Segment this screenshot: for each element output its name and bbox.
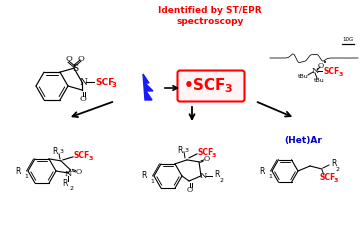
Text: 1: 1 [24,174,28,179]
Text: O: O [318,62,324,70]
Text: SCF: SCF [74,151,90,160]
Text: S: S [72,64,78,73]
Text: 3: 3 [334,178,338,184]
Text: •: • [323,60,327,66]
Text: N: N [199,172,207,180]
Text: (Het)Ar: (Het)Ar [284,136,322,146]
Text: O: O [187,186,193,194]
Text: SCF: SCF [320,173,336,182]
Text: 3: 3 [185,148,189,153]
Text: 2: 2 [336,167,340,172]
FancyBboxPatch shape [177,71,244,101]
Text: SCF: SCF [198,148,214,157]
Text: SCF: SCF [95,78,114,87]
Text: R: R [63,178,68,187]
Text: R: R [214,170,219,179]
Text: N: N [64,170,72,178]
Text: 3: 3 [212,153,216,158]
Text: 2: 2 [219,178,223,183]
Polygon shape [143,74,153,100]
Text: 2: 2 [69,186,73,191]
Text: O: O [66,55,72,63]
Text: SCF: SCF [323,67,339,76]
Text: R: R [331,160,336,169]
Text: 1: 1 [268,174,272,179]
Text: 3: 3 [89,156,93,161]
Text: tBu: tBu [298,73,308,79]
Text: O: O [80,95,87,103]
Text: 3: 3 [339,72,344,77]
Text: R: R [142,172,147,181]
Text: R: R [178,146,183,155]
Text: O: O [77,55,84,63]
Text: 3: 3 [224,84,232,94]
Text: R: R [260,167,265,176]
Text: Identified by ST/EPR
spectroscopy: Identified by ST/EPR spectroscopy [158,6,262,26]
Text: O: O [75,168,81,176]
Text: R: R [16,167,21,176]
Text: N: N [79,78,87,87]
Text: 3: 3 [112,82,117,88]
Text: R: R [52,147,58,156]
Text: O: O [204,155,210,163]
Text: 1: 1 [150,179,154,184]
Text: N: N [311,67,319,75]
Text: tBu: tBu [313,79,324,84]
Text: •SCF: •SCF [184,77,226,93]
Text: 3: 3 [60,149,64,154]
Text: 10G: 10G [342,37,354,42]
